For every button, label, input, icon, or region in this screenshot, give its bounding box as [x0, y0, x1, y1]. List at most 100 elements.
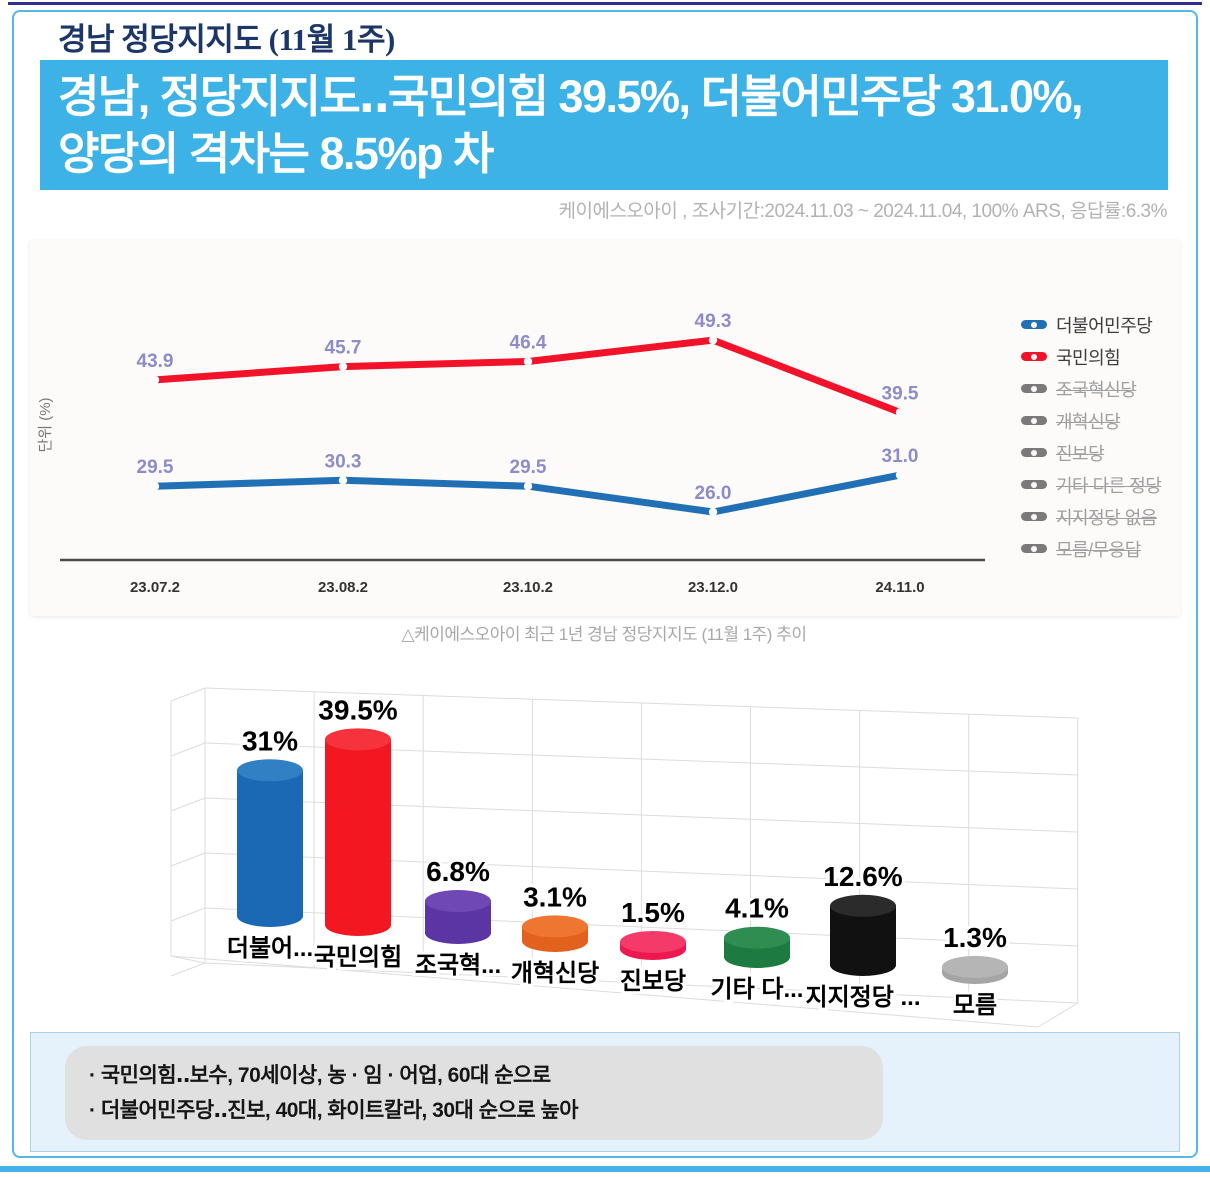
data-point-label: 29.5	[137, 457, 174, 478]
y-axis-label: 단위 (%)	[37, 397, 54, 452]
legend-item[interactable]: 지지정당 없음	[1021, 507, 1161, 528]
legend-label: 국민의힘	[1056, 347, 1121, 368]
survey-info: 케이에스오아이 , 조사기간:2024.11.03 ~ 2024.11.04, …	[558, 201, 1168, 222]
bottom-accent-line	[0, 1166, 1210, 1172]
bar-cylinder[interactable]: 6.8% 조국혁...	[412, 853, 504, 982]
data-point[interactable]	[708, 335, 718, 345]
legend-marker-icon	[1021, 480, 1047, 489]
bar-category-label: 더불어...	[227, 935, 313, 962]
bar-category-label: 지지정당 ...	[806, 984, 921, 1011]
bar-cylinder[interactable]: 31% 더불어...	[224, 722, 316, 965]
x-tick-label: 23.12.0	[688, 579, 738, 596]
cylinder-top	[620, 930, 686, 953]
note-line-1: · 국민의힘‥보수, 70세이상, 농 · 임 · 어업, 60대 순으로	[89, 1064, 551, 1087]
line-series: 43.9 45.7 46.4 49.3 39.5	[137, 311, 919, 417]
page-title: 경남 정당지지도 (11월 1주)	[58, 22, 395, 57]
data-point[interactable]	[708, 507, 718, 517]
bar-value-label: 39.5%	[318, 694, 397, 725]
bar-value-label: 3.1%	[523, 881, 587, 912]
top-accent-line	[8, 2, 1202, 5]
cylinder-body	[237, 770, 303, 916]
data-point-label: 43.9	[137, 351, 174, 372]
cylinder-top	[830, 894, 896, 917]
data-point-label: 29.5	[510, 457, 547, 478]
x-tick-label: 24.11.0	[875, 579, 924, 596]
data-point-label: 45.7	[325, 338, 362, 359]
data-point[interactable]	[150, 482, 160, 491]
legend-label: 진보당	[1056, 443, 1105, 464]
headline-banner: 경남, 정당지지도‥국민의힘 39.5%, 더불어민주당 31.0%, 양당의 …	[40, 60, 1168, 190]
notes-band: · 국민의힘‥보수, 70세이상, 농 · 임 · 어업, 60대 순으로 · …	[30, 1032, 1180, 1152]
legend-item[interactable]: 기타 다른 정당	[1021, 475, 1162, 496]
line-series: 29.5 30.3 29.5 26.0 31.0	[137, 446, 919, 517]
bar-value-label: 6.8%	[426, 856, 490, 887]
trend-line-chart: 23.07.2 23.08.2 23.10.2 23.12.0 24.11.0 단위 (%…	[37, 311, 985, 596]
bar-cylinder[interactable]: 39.5% 국민의힘	[311, 691, 405, 974]
cylinder-top	[325, 728, 391, 751]
legend-item[interactable]: 모름/무응답	[1021, 539, 1161, 560]
series-line	[151, 471, 904, 516]
headline-line-1: 경남, 정당지지도‥국민의힘 39.5%, 더불어민주당 31.0%,	[58, 71, 1084, 122]
data-point[interactable]	[338, 362, 348, 371]
cylinder-top	[237, 759, 303, 782]
legend-item[interactable]: 국민의힘	[1021, 347, 1161, 368]
legend-marker-icon	[1021, 384, 1047, 393]
bar-cylinder[interactable]: 1.3% 모름	[940, 919, 1010, 1022]
bar-cylinder[interactable]: 1.5% 진보당	[617, 894, 689, 998]
bar-category-label: 국민의힘	[314, 944, 402, 971]
legend-marker-icon	[1021, 512, 1047, 521]
legend-label: 모름/무응답	[1056, 539, 1141, 560]
bar-cylinder[interactable]: 3.1% 개혁신당	[508, 878, 602, 990]
bar-cylinder[interactable]: 12.6% 지지정당 ...	[803, 858, 924, 1014]
data-point-label: 46.4	[510, 333, 547, 354]
x-tick-label: 23.07.2	[130, 579, 180, 596]
bar-category-label: 진보당	[620, 968, 686, 995]
legend-label: 조국혁신당	[1056, 379, 1137, 400]
bar-value-label: 12.6%	[823, 861, 902, 892]
data-point-label: 30.3	[325, 451, 362, 472]
data-point-label: 26.0	[695, 483, 732, 504]
note-line-2: · 더불어민주당‥진보, 40대, 화이트칼라, 30대 순으로 높아	[89, 1099, 579, 1122]
bar-category-label: 조국혁...	[415, 952, 501, 979]
cylinder-top	[724, 926, 790, 949]
notes-box: · 국민의힘‥보수, 70세이상, 농 · 임 · 어업, 60대 순으로 · …	[65, 1046, 883, 1140]
bar-value-label: 31%	[242, 725, 298, 756]
data-point[interactable]	[523, 357, 533, 366]
data-point[interactable]	[895, 408, 905, 417]
headline-line-2: 양당의 격차는 8.5%p 차	[58, 128, 494, 179]
legend-item[interactable]: 조국혁신당	[1021, 379, 1161, 400]
data-point[interactable]	[523, 482, 533, 491]
data-point[interactable]	[895, 470, 905, 480]
chart-caption: △케이에스오아이 최근 1년 경남 정당지지도 (11월 1주) 추이	[401, 625, 807, 644]
legend-label: 개혁신당	[1056, 411, 1121, 432]
data-point-label: 31.0	[882, 446, 919, 467]
legend-marker-icon	[1021, 544, 1047, 553]
legend-item[interactable]: 진보당	[1021, 443, 1161, 464]
legend-marker-icon	[1021, 320, 1047, 329]
bar-category-label: 기타 다...	[711, 976, 804, 1003]
party-bar-chart: 31% 더불어... 39.5% 국민의힘 6.8% 조국혁... 3.1% 개혁신당 1.5%…	[170, 687, 1079, 1028]
data-point[interactable]	[338, 476, 348, 485]
legend-item[interactable]: 더불어민주당	[1021, 315, 1161, 336]
bar-value-label: 1.3%	[943, 922, 1007, 953]
legend-label: 더불어민주당	[1056, 315, 1153, 336]
legend-label: 기타 다른 정당	[1056, 475, 1162, 496]
bar-value-label: 4.1%	[725, 893, 789, 924]
legend-item[interactable]: 개혁신당	[1021, 411, 1161, 432]
cylinder-top	[425, 890, 491, 913]
x-tick-label: 23.10.2	[503, 579, 553, 596]
bar-category-label: 모름	[953, 992, 997, 1019]
data-point[interactable]	[150, 375, 160, 385]
cylinder-top	[522, 915, 588, 938]
bar-value-label: 1.5%	[621, 897, 685, 928]
legend-marker-icon	[1021, 448, 1047, 457]
data-point-label: 39.5	[882, 383, 919, 404]
line-chart-panel: 23.07.2 23.08.2 23.10.2 23.12.0 24.11.0 단위 (%…	[30, 240, 1180, 616]
cylinder-top	[942, 955, 1008, 978]
data-point-label: 49.3	[695, 311, 732, 332]
legend-marker-icon	[1021, 352, 1047, 361]
x-tick-label: 23.08.2	[318, 579, 368, 596]
bar-cylinder[interactable]: 4.1% 기타 다...	[708, 890, 807, 1006]
